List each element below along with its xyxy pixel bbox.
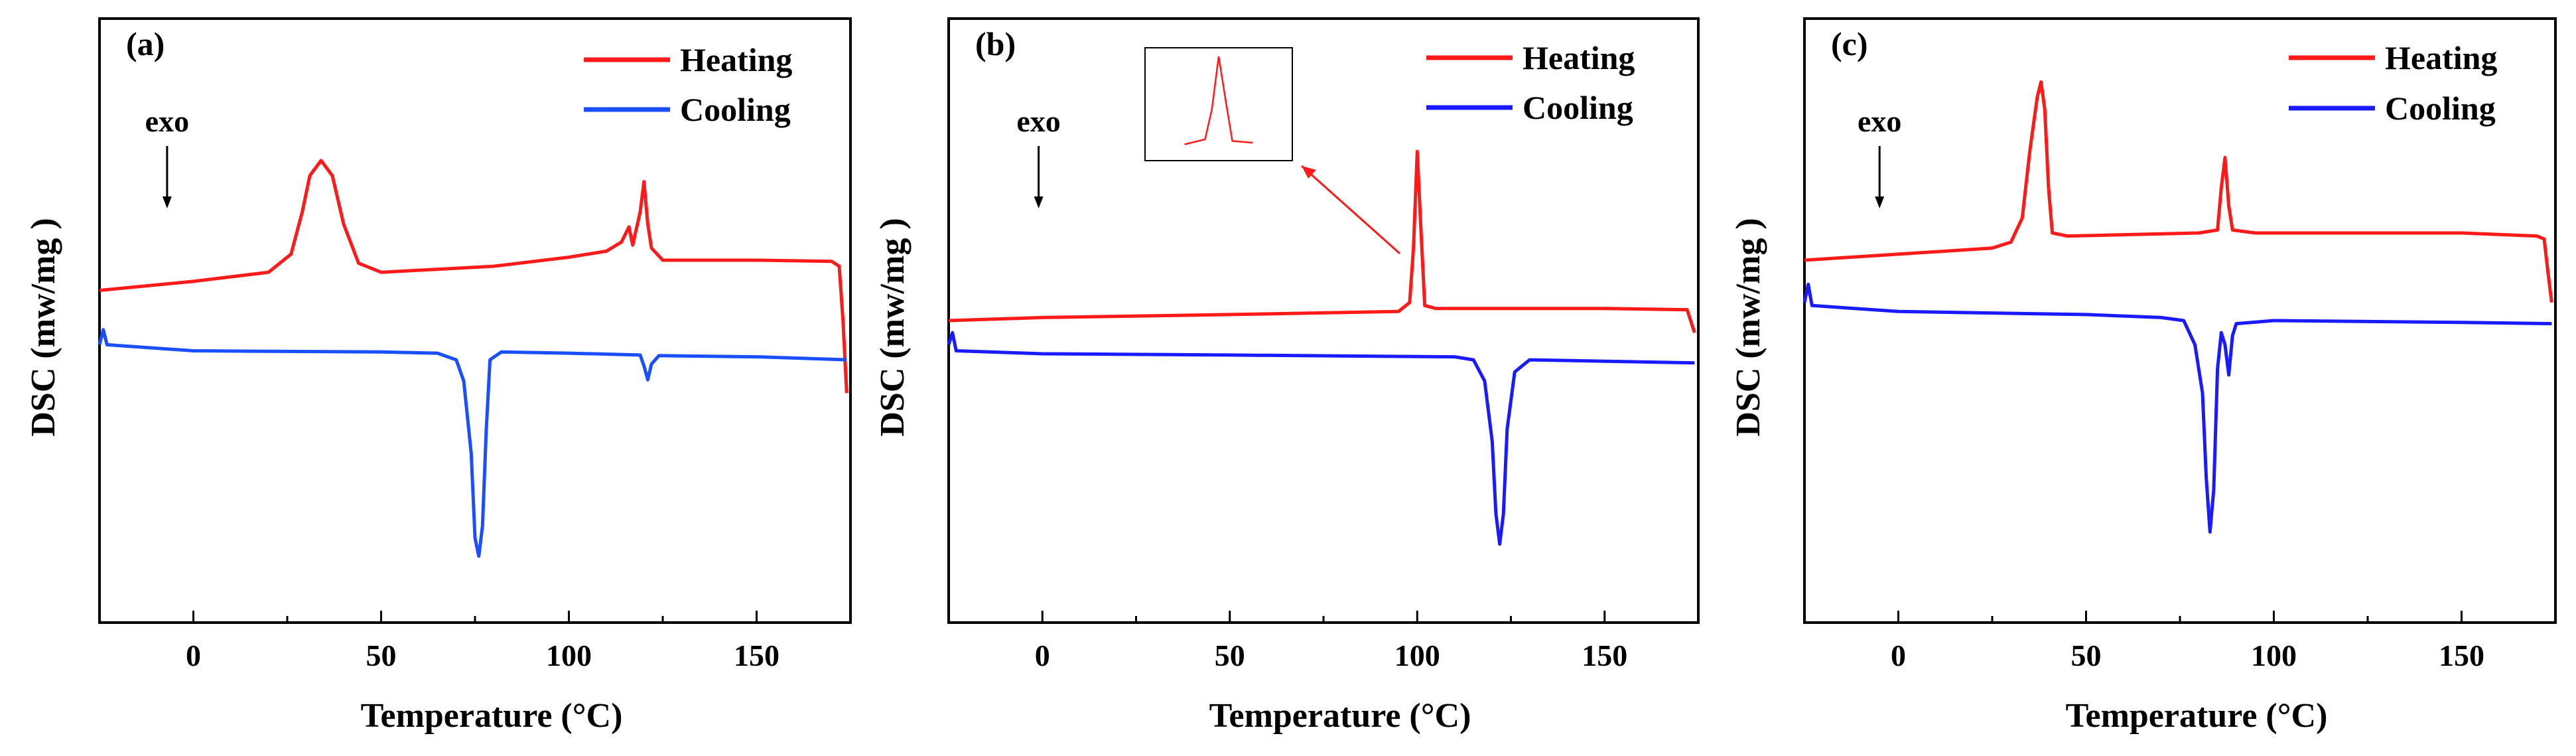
panel-c-legend-heating-label: Heating <box>2385 39 2497 76</box>
panel-b-inset-pointer <box>1301 165 1400 255</box>
panel-c-xtick-label-150: 150 <box>2439 639 2484 672</box>
panel-c-exo-arrow-head <box>1875 196 1885 208</box>
panel-c-exo-label: exo <box>1858 104 1901 138</box>
panel-a-ylabel: DSC (mw/mg ) <box>25 218 62 436</box>
panel-c-legend-cooling-label: Cooling <box>2385 90 2496 127</box>
panel-b-legend-cooling-label: Cooling <box>1523 89 1633 126</box>
panel-c-xtick-label-0: 0 <box>1891 639 1906 672</box>
panel-a: 0 50 100 150 Temperature (°C) DSC (mw/mg ) (a)… <box>25 17 852 735</box>
panel-a-xtick-label-100: 100 <box>546 639 592 672</box>
panel-c-xtick-label-100: 100 <box>2251 639 2297 672</box>
panel-b-xtick-label-150: 150 <box>1582 639 1627 672</box>
panel-b: 0 50 100 150 Temperature (°C) DSC (mw/mg ) (b)… <box>874 17 1700 735</box>
panel-a-xlabel: Temperature (°C) <box>361 697 623 735</box>
panel-b-xlabel: Temperature (°C) <box>1209 697 1471 735</box>
panel-c-xlabel: Temperature (°C) <box>2066 697 2328 735</box>
panel-a-xtick-label-150: 150 <box>734 639 780 672</box>
panel-c-xtick-label-50: 50 <box>2071 639 2102 672</box>
panel-b-xtick-label-0: 0 <box>1035 639 1050 672</box>
panel-a-exo-label: exo <box>145 104 189 138</box>
panel-a-xtick-label-0: 0 <box>186 639 201 672</box>
panel-b-heating-line <box>948 149 1696 333</box>
panel-a-label: (a) <box>126 25 165 62</box>
panel-b-xtick-label-50: 50 <box>1215 639 1245 672</box>
panel-b-legend-heating-label: Heating <box>1523 39 1635 76</box>
panel-b-inset <box>1144 47 1400 255</box>
panel-c-cooling-line <box>1802 282 2552 534</box>
panel-b-ylabel: DSC (mw/mg ) <box>874 218 912 436</box>
panel-b-inset-pointer-head <box>1302 166 1316 179</box>
panel-b-exo-arrow-head <box>1034 196 1044 208</box>
panel-b-label: (b) <box>975 25 1016 62</box>
panel-a-exo-arrow-head <box>162 196 172 208</box>
panel-b-exo-label: exo <box>1016 104 1060 138</box>
panel-b-inset-frame <box>1144 47 1293 161</box>
panel-b-inset-heating-line <box>1184 56 1253 145</box>
panel-a-heating-line <box>99 159 848 394</box>
panel-c-heating-line <box>1804 80 2553 303</box>
panel-a-legend-cooling-label: Cooling <box>680 91 791 128</box>
panel-b-xtick-label-100: 100 <box>1394 639 1440 672</box>
panel-b-cooling-line <box>947 331 1695 546</box>
panel-c-label: (c) <box>1831 25 1868 62</box>
panel-a-legend-heating-label: Heating <box>680 41 792 78</box>
panel-a-cooling-line <box>98 328 847 558</box>
panel-c: 0 50 100 150 Temperature (°C) DSC (mw/mg ) (c)… <box>1729 17 2557 735</box>
panel-c-ylabel: DSC (mw/mg ) <box>1729 218 1767 436</box>
panel-a-xtick-label-50: 50 <box>366 639 397 672</box>
